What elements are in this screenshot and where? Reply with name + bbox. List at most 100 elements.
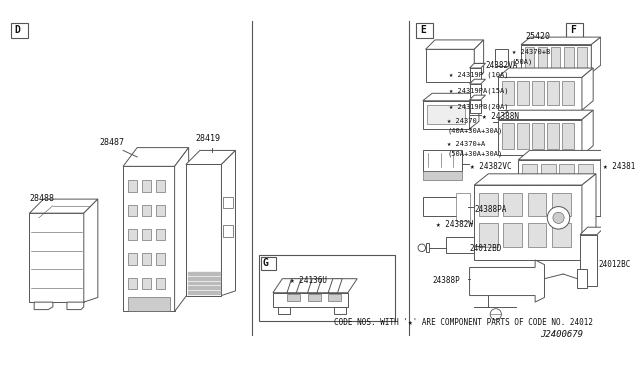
Polygon shape <box>175 148 189 311</box>
Circle shape <box>553 212 564 224</box>
Bar <box>495 49 508 66</box>
Text: D: D <box>15 25 20 35</box>
Bar <box>328 294 341 301</box>
Polygon shape <box>34 302 53 310</box>
Bar <box>563 81 573 105</box>
Circle shape <box>490 309 501 320</box>
Text: ★ 24319P (10A): ★ 24319P (10A) <box>449 71 508 78</box>
Polygon shape <box>29 213 84 302</box>
Polygon shape <box>601 150 612 216</box>
Bar <box>142 229 151 240</box>
Polygon shape <box>273 279 357 293</box>
Text: 24012BC: 24012BC <box>599 260 631 269</box>
Bar <box>287 294 300 301</box>
Bar <box>522 164 537 209</box>
Polygon shape <box>29 199 98 213</box>
Bar <box>552 193 571 216</box>
Bar <box>128 253 137 264</box>
Bar <box>532 81 543 105</box>
Bar <box>517 81 529 105</box>
Polygon shape <box>334 307 346 314</box>
Bar <box>547 81 559 105</box>
Polygon shape <box>278 307 290 314</box>
Bar <box>423 171 462 180</box>
Polygon shape <box>577 269 587 288</box>
Text: (50A+30A+30A): (50A+30A+30A) <box>447 150 502 157</box>
Text: ★ 24382VC: ★ 24382VC <box>470 162 511 171</box>
Bar <box>541 164 556 209</box>
Bar <box>156 180 165 192</box>
Polygon shape <box>498 110 593 119</box>
Polygon shape <box>582 174 596 260</box>
Bar <box>470 100 481 113</box>
Bar <box>547 123 559 150</box>
Text: J2400679: J2400679 <box>540 330 583 339</box>
Bar <box>532 123 543 150</box>
Bar <box>503 193 522 216</box>
Bar <box>521 45 591 73</box>
Bar <box>259 255 395 321</box>
Bar <box>538 47 547 68</box>
Polygon shape <box>67 302 84 310</box>
Bar <box>156 278 165 289</box>
Bar <box>525 47 534 68</box>
Text: ★ 24370: ★ 24370 <box>447 118 477 124</box>
Bar <box>564 47 573 68</box>
Bar <box>142 205 151 216</box>
Bar <box>423 150 462 171</box>
Polygon shape <box>423 93 479 101</box>
Polygon shape <box>474 40 484 82</box>
Bar <box>423 197 468 216</box>
Polygon shape <box>188 291 220 294</box>
Polygon shape <box>426 243 429 253</box>
Text: CODE NOS. WITH '★' ARE COMPONENT PARTS OF CODE NO. 24012: CODE NOS. WITH '★' ARE COMPONENT PARTS O… <box>334 318 593 327</box>
Bar <box>503 224 522 247</box>
Circle shape <box>418 244 426 251</box>
Polygon shape <box>498 68 593 77</box>
Bar <box>563 123 573 150</box>
Bar <box>456 193 470 221</box>
Polygon shape <box>186 164 221 296</box>
Bar <box>502 81 513 105</box>
Polygon shape <box>470 93 479 129</box>
Text: 28487: 28487 <box>100 138 125 147</box>
Polygon shape <box>287 279 301 293</box>
Polygon shape <box>470 79 486 84</box>
Bar <box>128 298 170 311</box>
Bar <box>260 257 276 270</box>
Bar <box>423 101 470 129</box>
Polygon shape <box>221 150 236 296</box>
Text: ★ 24370+A: ★ 24370+A <box>447 141 485 147</box>
Polygon shape <box>188 277 220 280</box>
Polygon shape <box>470 95 486 100</box>
Bar <box>470 84 481 97</box>
Text: 24388PA: 24388PA <box>474 205 507 214</box>
Bar <box>142 253 151 264</box>
Text: (40A+30A+30A): (40A+30A+30A) <box>447 127 502 134</box>
Bar <box>11 23 28 38</box>
Bar <box>527 193 547 216</box>
Polygon shape <box>186 150 236 164</box>
Bar <box>498 77 582 110</box>
Bar <box>128 205 137 216</box>
Text: F: F <box>570 25 575 35</box>
Text: E: E <box>420 25 426 35</box>
Bar <box>156 205 165 216</box>
Bar <box>428 106 465 124</box>
Polygon shape <box>518 150 612 160</box>
Bar <box>552 224 571 247</box>
Bar <box>527 224 547 247</box>
Bar <box>559 164 575 209</box>
Polygon shape <box>474 174 596 185</box>
Polygon shape <box>188 272 220 275</box>
Bar <box>156 253 165 264</box>
Text: ★ 24319PB(20A): ★ 24319PB(20A) <box>449 103 508 110</box>
Text: ★ 24388N: ★ 24388N <box>482 112 519 121</box>
Polygon shape <box>426 40 484 49</box>
Text: 24388P: 24388P <box>432 276 460 285</box>
Bar <box>446 237 474 253</box>
Bar <box>566 23 583 38</box>
Text: 28419: 28419 <box>195 134 220 142</box>
Polygon shape <box>188 286 220 289</box>
Bar <box>308 294 321 301</box>
